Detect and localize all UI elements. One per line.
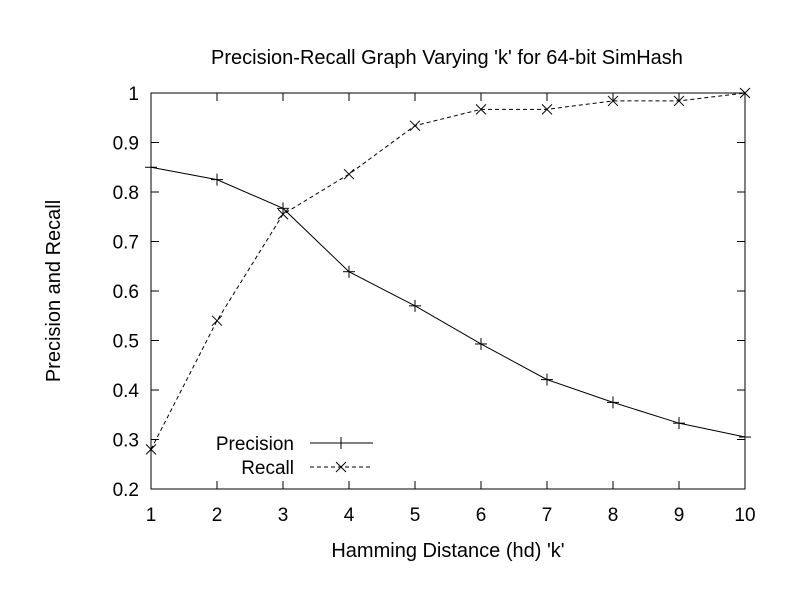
- point-precision: [673, 417, 685, 430]
- y-axis-label: Precision and Recall: [43, 200, 65, 382]
- point-recall-b: [277, 208, 289, 220]
- y-tick-labels: 0.2 0.3 0.4 0.5 0.6 0.7 0.8 0.9 1: [113, 84, 140, 501]
- series-line-recall: [150, 92, 746, 450]
- y-tick-label: 0.7: [113, 233, 139, 254]
- series-recall: [145, 87, 751, 455]
- point-recall: [409, 120, 421, 132]
- x-tick-label: 9: [674, 505, 685, 526]
- y-tick-label: 0.8: [113, 183, 139, 204]
- point-precision: [343, 265, 355, 278]
- y-tick-label: 0.6: [113, 282, 139, 303]
- point-recall-b: [475, 103, 487, 115]
- point-recall-b: [343, 168, 355, 180]
- series-precision: [145, 161, 751, 444]
- point-precision: [475, 337, 487, 350]
- point-recall-b: [739, 87, 751, 99]
- point-precision: [211, 173, 223, 186]
- legend: Precision Recall: [216, 434, 373, 479]
- series-line-precision: [150, 166, 746, 438]
- axis-ticks: [150, 92, 746, 490]
- legend-label-precision: Precision: [216, 434, 294, 455]
- x-tick-label: 2: [212, 505, 223, 526]
- point-precision: [409, 299, 421, 312]
- point-recall: [343, 168, 355, 180]
- point-precision: [739, 431, 751, 444]
- y-tick-label: 0.2: [113, 480, 139, 501]
- point-recall-b: [211, 315, 223, 327]
- point-recall: [211, 315, 223, 327]
- y-tick-label: 0.5: [113, 332, 139, 353]
- legend-marker-precision: [335, 437, 347, 449]
- y-tick-label: 0.4: [113, 381, 140, 402]
- series-layer: [145, 87, 751, 455]
- point-recall: [145, 444, 157, 455]
- y-tick-label: 0.9: [113, 134, 139, 155]
- point-precision: [541, 373, 553, 386]
- x-tick-label: 6: [476, 505, 487, 526]
- point-recall: [739, 87, 751, 99]
- point-recall-b: [409, 120, 421, 132]
- x-tick-label: 4: [344, 505, 355, 526]
- point-recall: [475, 103, 487, 115]
- x-tick-label: 1: [146, 505, 157, 526]
- point-recall: [541, 103, 553, 115]
- y-tick-label: 1: [128, 84, 139, 105]
- y-tick-label: 0.3: [113, 431, 139, 452]
- point-recall-b: [145, 444, 157, 455]
- legend-marker-recall: [335, 461, 347, 473]
- point-recall-b: [607, 95, 619, 107]
- chart-title: Precision-Recall Graph Varying 'k' for 6…: [211, 47, 683, 69]
- x-axis-label: Hamming Distance (hd) 'k': [331, 540, 564, 562]
- point-recall: [277, 208, 289, 220]
- point-precision: [607, 396, 619, 409]
- x-tick-label: 7: [542, 505, 553, 526]
- point-precision: [277, 202, 289, 215]
- legend-label-recall: Recall: [241, 458, 294, 479]
- x-tick-label: 5: [410, 505, 421, 526]
- x-tick-label: 3: [278, 505, 289, 526]
- x-tick-label: 8: [608, 505, 619, 526]
- point-recall-b: [673, 95, 685, 107]
- point-recall-b: [541, 103, 553, 115]
- x-tick-labels: 1 2 3 4 5 6 7 8 9 10: [146, 505, 756, 526]
- point-recall: [673, 95, 685, 107]
- legend-marker-glyph-recall: [335, 461, 347, 473]
- legend-marker-glyph-precision: [335, 437, 347, 449]
- point-precision: [145, 161, 157, 174]
- point-recall: [607, 95, 619, 107]
- x-tick-label: 10: [734, 505, 755, 526]
- legend-marker-glyph-recall-b: [335, 461, 347, 473]
